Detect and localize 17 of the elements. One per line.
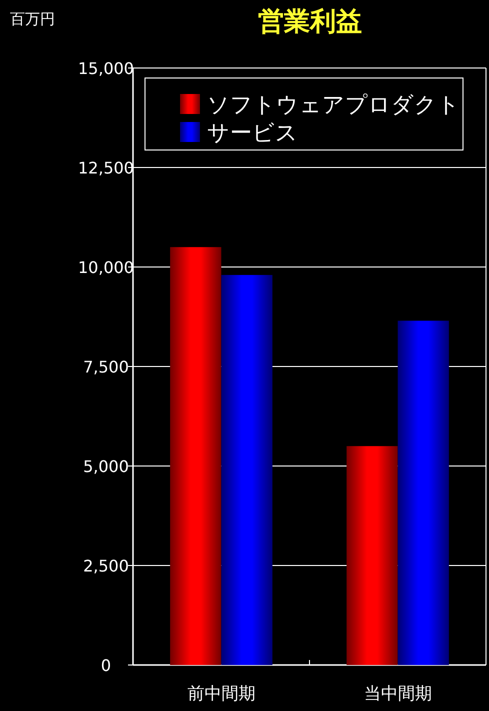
y-tick-label: 0 xyxy=(100,656,112,675)
y-tick-label: 2,500 xyxy=(83,556,129,576)
y-tick-label: 5,000 xyxy=(83,457,129,476)
bar xyxy=(221,274,272,665)
y-axis-title: 百万円 xyxy=(10,10,55,28)
y-tick-label: 10,000 xyxy=(78,258,134,277)
bar xyxy=(346,446,398,665)
x-tick-label: 当中間期 xyxy=(364,684,432,704)
x-tick-label: 前中間期 xyxy=(187,684,256,704)
y-tick-label: 15,000 xyxy=(78,59,134,78)
chart-title: 営業利益 xyxy=(258,7,362,37)
y-tick-label: 7,500 xyxy=(83,358,129,376)
legend-label: サービス xyxy=(207,121,298,146)
legend-label: ソフトウェアプロダクト xyxy=(207,93,460,118)
bar xyxy=(170,247,222,665)
bar xyxy=(398,320,449,665)
y-tick-label: 12,500 xyxy=(78,158,134,178)
